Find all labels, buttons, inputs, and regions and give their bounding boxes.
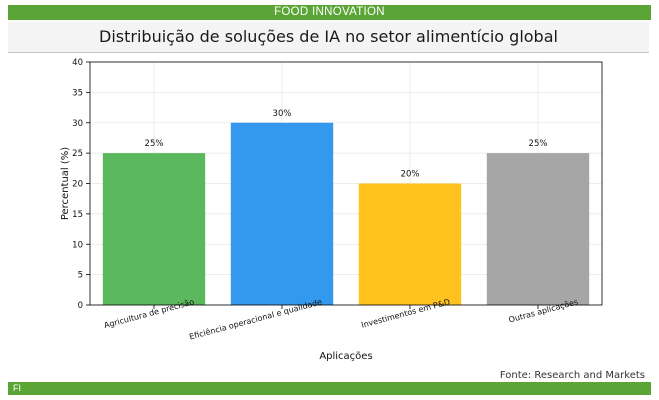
y-tick-label-1: 5 — [78, 271, 83, 281]
y-tick-label-8: 40 — [72, 58, 83, 68]
data-label-3: 25% — [529, 139, 548, 149]
data-label-1: 30% — [273, 109, 292, 119]
chart-title: Distribuição de soluções de IA no setor … — [99, 27, 558, 46]
bar-1 — [230, 122, 334, 305]
y-tick-label-0: 0 — [78, 301, 83, 311]
y-axis-ticks: 0 5 10 15 20 25 30 35 40 — [72, 58, 90, 311]
chart-title-box: Distribuição de soluções de IA no setor … — [8, 22, 649, 53]
y-tick-label-6: 30 — [72, 119, 83, 129]
bar-0 — [102, 153, 206, 305]
x-axis-label: Aplicações — [319, 351, 372, 362]
y-tick-label-5: 25 — [72, 149, 83, 159]
bar-2 — [358, 183, 462, 305]
y-tick-label-3: 15 — [72, 210, 83, 220]
footer-bar: FI — [8, 382, 651, 395]
data-label-0: 25% — [145, 139, 164, 149]
bar-3 — [486, 153, 590, 305]
source-note: Fonte: Research and Markets — [499, 370, 645, 381]
banner-title: FOOD INNOVATION — [274, 6, 385, 18]
data-labels: 25% 30% 20% 25% — [145, 109, 548, 180]
y-tick-label-4: 20 — [72, 180, 83, 190]
plot-frame — [89, 61, 603, 306]
header-banner: FOOD INNOVATION — [8, 5, 651, 20]
footer-logo: FI — [13, 383, 21, 393]
y-axis-label: Percentual (%) — [60, 147, 71, 220]
y-tick-label-7: 35 — [72, 88, 83, 98]
data-label-2: 20% — [401, 170, 420, 180]
y-tick-label-2: 10 — [72, 240, 83, 250]
bars — [102, 122, 590, 305]
